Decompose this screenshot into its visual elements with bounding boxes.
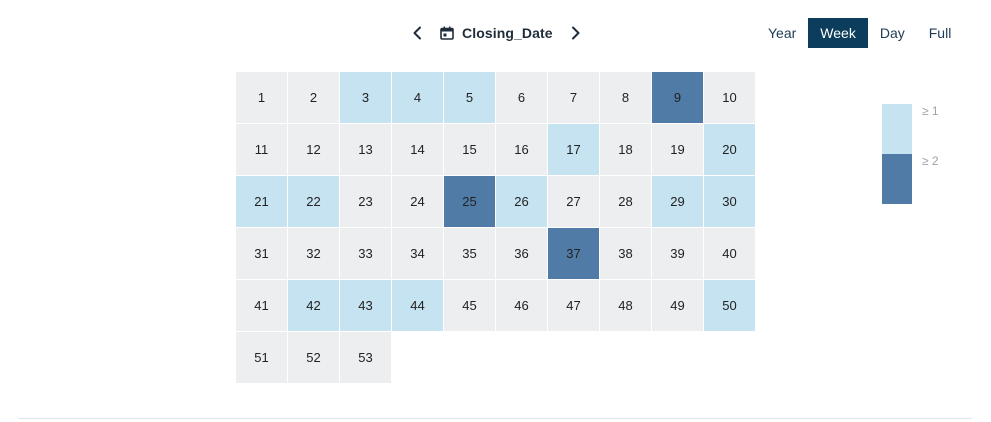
week-cell-53[interactable]: 53 xyxy=(340,332,391,383)
week-cell-13[interactable]: 13 xyxy=(340,124,391,175)
week-cell-38[interactable]: 38 xyxy=(600,228,651,279)
week-cell-35[interactable]: 35 xyxy=(444,228,495,279)
week-cell-43[interactable]: 43 xyxy=(340,280,391,331)
week-cell-2[interactable]: 2 xyxy=(288,72,339,123)
week-cell-6[interactable]: 6 xyxy=(496,72,547,123)
week-cell-16[interactable]: 16 xyxy=(496,124,547,175)
legend-item: ≥ 1 xyxy=(882,104,942,154)
next-button[interactable] xyxy=(559,18,593,48)
week-cell-26[interactable]: 26 xyxy=(496,176,547,227)
week-cell-4[interactable]: 4 xyxy=(392,72,443,123)
legend-label: ≥ 1 xyxy=(922,104,939,118)
week-cell-15[interactable]: 15 xyxy=(444,124,495,175)
week-cell-1[interactable]: 1 xyxy=(236,72,287,123)
week-cell-24[interactable]: 24 xyxy=(392,176,443,227)
week-cell-37[interactable]: 37 xyxy=(548,228,599,279)
mode-full-button[interactable]: Full xyxy=(928,25,952,41)
legend: ≥ 1 ≥ 2 xyxy=(882,104,942,204)
mode-year-button[interactable]: Year xyxy=(768,25,797,41)
calendar-icon xyxy=(440,26,454,40)
mode-week-button[interactable]: Week xyxy=(808,18,868,48)
week-cell-27[interactable]: 27 xyxy=(548,176,599,227)
week-cell-14[interactable]: 14 xyxy=(392,124,443,175)
legend-swatch xyxy=(882,154,912,204)
week-cell-36[interactable]: 36 xyxy=(496,228,547,279)
date-field-label: Closing_Date xyxy=(462,25,553,41)
week-cell-22[interactable]: 22 xyxy=(288,176,339,227)
divider xyxy=(19,418,972,419)
week-cell-42[interactable]: 42 xyxy=(288,280,339,331)
week-cell-44[interactable]: 44 xyxy=(392,280,443,331)
chevron-right-icon xyxy=(571,26,580,40)
week-cell-20[interactable]: 20 xyxy=(704,124,755,175)
week-cell-41[interactable]: 41 xyxy=(236,280,287,331)
legend-label: ≥ 2 xyxy=(922,154,939,168)
week-cell-23[interactable]: 23 xyxy=(340,176,391,227)
week-cell-9[interactable]: 9 xyxy=(652,72,703,123)
week-cell-25[interactable]: 25 xyxy=(444,176,495,227)
legend-item: ≥ 2 xyxy=(882,154,942,204)
week-cell-40[interactable]: 40 xyxy=(704,228,755,279)
week-cell-30[interactable]: 30 xyxy=(704,176,755,227)
week-cell-39[interactable]: 39 xyxy=(652,228,703,279)
week-cell-19[interactable]: 19 xyxy=(652,124,703,175)
week-cell-12[interactable]: 12 xyxy=(288,124,339,175)
week-cell-51[interactable]: 51 xyxy=(236,332,287,383)
week-cell-32[interactable]: 32 xyxy=(288,228,339,279)
week-cell-17[interactable]: 17 xyxy=(548,124,599,175)
week-cell-45[interactable]: 45 xyxy=(444,280,495,331)
granularity-selector: Year Week Day Full xyxy=(756,18,963,48)
chevron-left-icon xyxy=(413,26,421,40)
previous-button[interactable] xyxy=(400,18,434,48)
week-cell-11[interactable]: 11 xyxy=(236,124,287,175)
date-navigation: Closing_Date xyxy=(400,18,593,48)
week-cell-7[interactable]: 7 xyxy=(548,72,599,123)
week-cell-49[interactable]: 49 xyxy=(652,280,703,331)
week-cell-33[interactable]: 33 xyxy=(340,228,391,279)
week-cell-5[interactable]: 5 xyxy=(444,72,495,123)
week-cell-34[interactable]: 34 xyxy=(392,228,443,279)
week-cell-47[interactable]: 47 xyxy=(548,280,599,331)
mode-day-button[interactable]: Day xyxy=(879,25,905,41)
week-cell-8[interactable]: 8 xyxy=(600,72,651,123)
week-cell-31[interactable]: 31 xyxy=(236,228,287,279)
week-cell-52[interactable]: 52 xyxy=(288,332,339,383)
week-cell-50[interactable]: 50 xyxy=(704,280,755,331)
week-cell-48[interactable]: 48 xyxy=(600,280,651,331)
week-cell-21[interactable]: 21 xyxy=(236,176,287,227)
week-cell-18[interactable]: 18 xyxy=(600,124,651,175)
week-cell-29[interactable]: 29 xyxy=(652,176,703,227)
legend-swatch xyxy=(882,104,912,154)
week-cell-28[interactable]: 28 xyxy=(600,176,651,227)
week-cell-3[interactable]: 3 xyxy=(340,72,391,123)
week-cell-10[interactable]: 10 xyxy=(704,72,755,123)
week-cell-46[interactable]: 46 xyxy=(496,280,547,331)
date-field-selector[interactable]: Closing_Date xyxy=(440,25,553,41)
